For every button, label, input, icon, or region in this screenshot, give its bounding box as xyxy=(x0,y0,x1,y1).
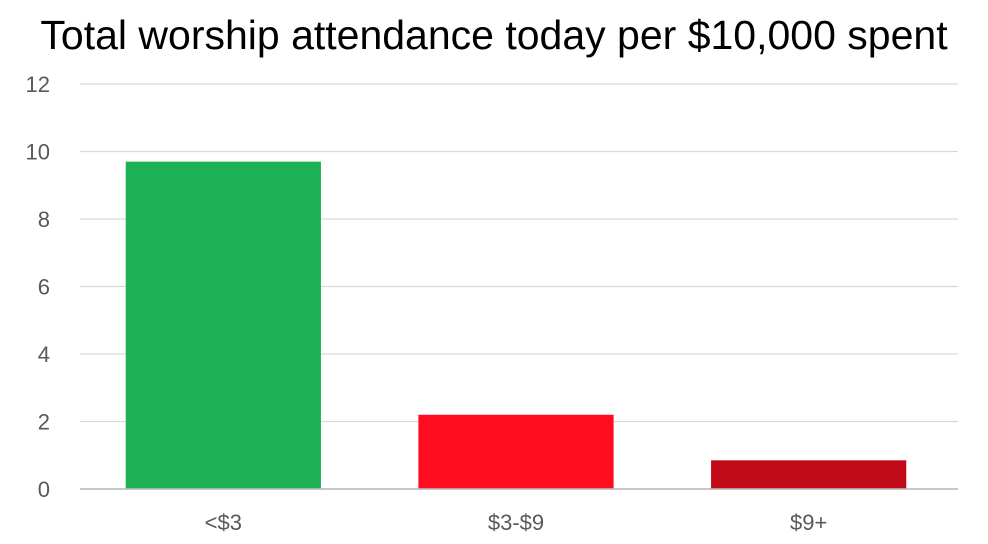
y-tick-label: 6 xyxy=(38,275,50,300)
chart-title: Total worship attendance today per $10,0… xyxy=(40,12,948,58)
bar-1 xyxy=(125,161,321,489)
bar-2 xyxy=(418,414,614,489)
y-tick-label: 2 xyxy=(38,410,50,435)
x-tick-label: $9+ xyxy=(790,510,827,535)
bar-3 xyxy=(711,460,907,489)
x-tick-label: <$3 xyxy=(205,510,242,535)
x-tick-label: $3-$9 xyxy=(488,510,544,535)
y-tick-label: 8 xyxy=(38,207,50,232)
y-tick-label: 12 xyxy=(26,72,50,97)
y-tick-label: 4 xyxy=(38,342,50,367)
y-tick-label: 0 xyxy=(38,477,50,502)
y-tick-label: 10 xyxy=(26,140,50,165)
